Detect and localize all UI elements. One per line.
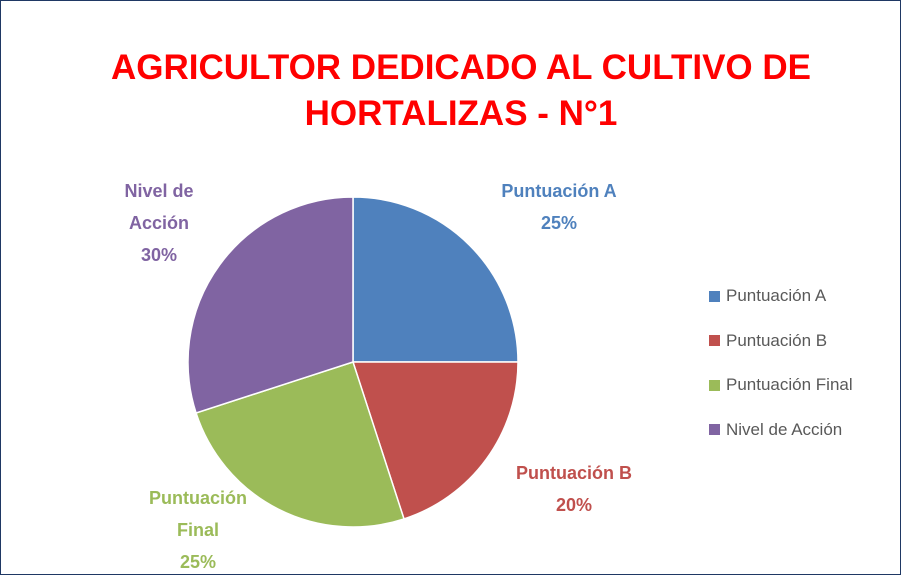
legend-item: Puntuación B <box>709 330 827 352</box>
legend-item: Puntuación Final <box>709 374 853 396</box>
pie-slice <box>352 196 519 363</box>
data-label: Puntuación B 20% <box>484 457 664 521</box>
data-label-value: 20% <box>555 495 593 515</box>
data-label: Puntuación Final 25% <box>133 482 263 574</box>
data-label: Puntuación A 25% <box>469 175 649 239</box>
legend-label: Puntuación Final <box>726 375 853 394</box>
legend-label: Puntuación B <box>726 330 828 350</box>
legend-item: Nivel de Acción <box>709 419 842 441</box>
data-label-name: Nivel de Acción <box>124 181 194 233</box>
data-label-name: Puntuación Final <box>149 488 247 540</box>
data-label: Nivel de Acción 30% <box>109 175 209 271</box>
pie-slice <box>351 361 519 520</box>
pie-slice <box>187 196 354 414</box>
pie-slice <box>195 361 405 528</box>
legend-swatch <box>709 290 720 302</box>
legend-swatch <box>709 335 720 346</box>
legend-swatch <box>709 424 720 435</box>
data-label-value: 30% <box>140 245 178 265</box>
legend-label: Puntuación A <box>726 286 827 305</box>
legend-label: Nivel de Acción <box>726 419 843 439</box>
data-label-name: Puntuación B <box>516 463 632 483</box>
chart-title: AGRICULTOR DEDICADO AL CULTIVO DE HORTAL… <box>111 48 811 133</box>
legend-swatch <box>709 379 720 391</box>
data-label-name: Puntuación A <box>501 181 617 201</box>
legend-item: Puntuación A <box>709 285 826 307</box>
data-label-value: 25% <box>540 213 578 233</box>
data-label-value: 25% <box>179 552 217 572</box>
